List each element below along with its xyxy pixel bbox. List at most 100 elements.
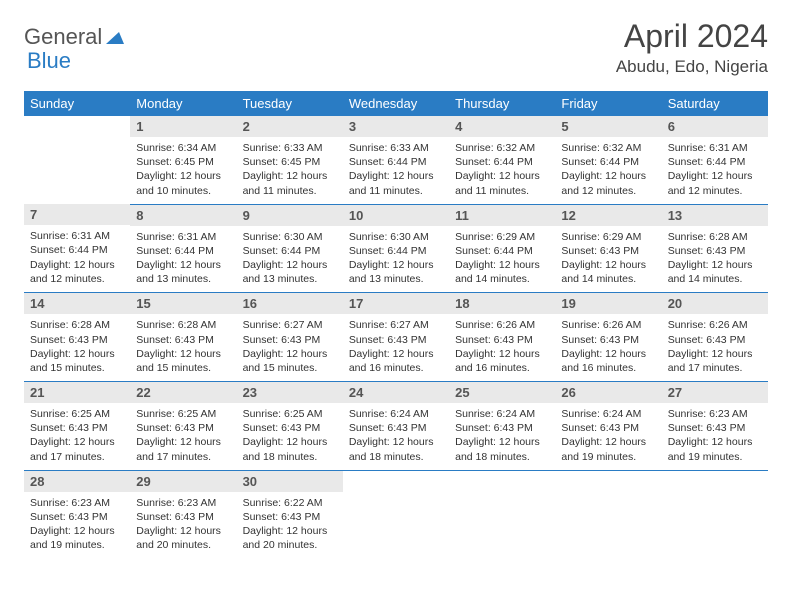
day-number: 6 bbox=[662, 116, 768, 137]
weekday-header: Friday bbox=[555, 91, 661, 116]
calendar-day-cell: 30Sunrise: 6:22 AMSunset: 6:43 PMDayligh… bbox=[237, 470, 343, 558]
day-number: 22 bbox=[130, 382, 236, 403]
day-details: Sunrise: 6:32 AMSunset: 6:44 PMDaylight:… bbox=[555, 137, 661, 204]
day-number: 3 bbox=[343, 116, 449, 137]
day-details: Sunrise: 6:25 AMSunset: 6:43 PMDaylight:… bbox=[24, 403, 130, 470]
calendar-week-row: 28Sunrise: 6:23 AMSunset: 6:43 PMDayligh… bbox=[24, 470, 768, 558]
day-details: Sunrise: 6:23 AMSunset: 6:43 PMDaylight:… bbox=[662, 403, 768, 470]
day-details: Sunrise: 6:28 AMSunset: 6:43 PMDaylight:… bbox=[130, 314, 236, 381]
day-details: Sunrise: 6:30 AMSunset: 6:44 PMDaylight:… bbox=[343, 226, 449, 293]
calendar-day-cell: 2Sunrise: 6:33 AMSunset: 6:45 PMDaylight… bbox=[237, 116, 343, 204]
day-details: Sunrise: 6:22 AMSunset: 6:43 PMDaylight:… bbox=[237, 492, 343, 559]
day-number: 8 bbox=[130, 205, 236, 226]
day-number: 11 bbox=[449, 205, 555, 226]
day-details: Sunrise: 6:25 AMSunset: 6:43 PMDaylight:… bbox=[237, 403, 343, 470]
calendar-day-cell bbox=[662, 470, 768, 558]
calendar-week-row: 14Sunrise: 6:28 AMSunset: 6:43 PMDayligh… bbox=[24, 293, 768, 382]
day-number: 10 bbox=[343, 205, 449, 226]
weekday-header: Sunday bbox=[24, 91, 130, 116]
calendar-day-cell: 12Sunrise: 6:29 AMSunset: 6:43 PMDayligh… bbox=[555, 204, 661, 293]
calendar-day-cell: 8Sunrise: 6:31 AMSunset: 6:44 PMDaylight… bbox=[130, 204, 236, 293]
header: General April 2024 Abudu, Edo, Nigeria bbox=[24, 18, 768, 77]
calendar-day-cell: 18Sunrise: 6:26 AMSunset: 6:43 PMDayligh… bbox=[449, 293, 555, 382]
weekday-header: Monday bbox=[130, 91, 236, 116]
day-number: 7 bbox=[24, 204, 130, 225]
calendar-week-row: 21Sunrise: 6:25 AMSunset: 6:43 PMDayligh… bbox=[24, 382, 768, 471]
day-number: 29 bbox=[130, 471, 236, 492]
calendar-table: SundayMondayTuesdayWednesdayThursdayFrid… bbox=[24, 91, 768, 558]
calendar-day-cell: 19Sunrise: 6:26 AMSunset: 6:43 PMDayligh… bbox=[555, 293, 661, 382]
location-text: Abudu, Edo, Nigeria bbox=[616, 57, 768, 77]
logo-triangle-icon bbox=[106, 30, 124, 44]
day-details: Sunrise: 6:31 AMSunset: 6:44 PMDaylight:… bbox=[24, 225, 130, 292]
calendar-week-row: 1Sunrise: 6:34 AMSunset: 6:45 PMDaylight… bbox=[24, 116, 768, 204]
day-details: Sunrise: 6:31 AMSunset: 6:44 PMDaylight:… bbox=[130, 226, 236, 293]
day-number: 21 bbox=[24, 382, 130, 403]
calendar-body: 1Sunrise: 6:34 AMSunset: 6:45 PMDaylight… bbox=[24, 116, 768, 558]
calendar-day-cell: 14Sunrise: 6:28 AMSunset: 6:43 PMDayligh… bbox=[24, 293, 130, 382]
day-number: 9 bbox=[237, 205, 343, 226]
calendar-day-cell: 15Sunrise: 6:28 AMSunset: 6:43 PMDayligh… bbox=[130, 293, 236, 382]
calendar-day-cell: 17Sunrise: 6:27 AMSunset: 6:43 PMDayligh… bbox=[343, 293, 449, 382]
day-number: 23 bbox=[237, 382, 343, 403]
day-details: Sunrise: 6:27 AMSunset: 6:43 PMDaylight:… bbox=[343, 314, 449, 381]
day-details: Sunrise: 6:33 AMSunset: 6:45 PMDaylight:… bbox=[237, 137, 343, 204]
calendar-day-cell: 28Sunrise: 6:23 AMSunset: 6:43 PMDayligh… bbox=[24, 470, 130, 558]
day-details: Sunrise: 6:24 AMSunset: 6:43 PMDaylight:… bbox=[449, 403, 555, 470]
calendar-day-cell: 1Sunrise: 6:34 AMSunset: 6:45 PMDaylight… bbox=[130, 116, 236, 204]
day-details: Sunrise: 6:34 AMSunset: 6:45 PMDaylight:… bbox=[130, 137, 236, 204]
calendar-day-cell: 3Sunrise: 6:33 AMSunset: 6:44 PMDaylight… bbox=[343, 116, 449, 204]
day-number: 27 bbox=[662, 382, 768, 403]
day-details: Sunrise: 6:26 AMSunset: 6:43 PMDaylight:… bbox=[662, 314, 768, 381]
calendar-day-cell: 22Sunrise: 6:25 AMSunset: 6:43 PMDayligh… bbox=[130, 382, 236, 471]
logo-text-blue: Blue bbox=[27, 48, 71, 73]
day-number: 5 bbox=[555, 116, 661, 137]
day-number: 15 bbox=[130, 293, 236, 314]
calendar-day-cell: 10Sunrise: 6:30 AMSunset: 6:44 PMDayligh… bbox=[343, 204, 449, 293]
logo-line2-wrap: Blue bbox=[27, 48, 71, 74]
day-details: Sunrise: 6:30 AMSunset: 6:44 PMDaylight:… bbox=[237, 226, 343, 293]
calendar-day-cell: 20Sunrise: 6:26 AMSunset: 6:43 PMDayligh… bbox=[662, 293, 768, 382]
weekday-header: Thursday bbox=[449, 91, 555, 116]
day-number: 19 bbox=[555, 293, 661, 314]
logo: General bbox=[24, 24, 124, 50]
day-details: Sunrise: 6:23 AMSunset: 6:43 PMDaylight:… bbox=[130, 492, 236, 559]
day-details: Sunrise: 6:26 AMSunset: 6:43 PMDaylight:… bbox=[449, 314, 555, 381]
day-details: Sunrise: 6:33 AMSunset: 6:44 PMDaylight:… bbox=[343, 137, 449, 204]
day-number: 12 bbox=[555, 205, 661, 226]
calendar-day-cell bbox=[555, 470, 661, 558]
day-details: Sunrise: 6:29 AMSunset: 6:44 PMDaylight:… bbox=[449, 226, 555, 293]
calendar-day-cell: 25Sunrise: 6:24 AMSunset: 6:43 PMDayligh… bbox=[449, 382, 555, 471]
day-number: 26 bbox=[555, 382, 661, 403]
calendar-day-cell: 21Sunrise: 6:25 AMSunset: 6:43 PMDayligh… bbox=[24, 382, 130, 471]
calendar-day-cell: 16Sunrise: 6:27 AMSunset: 6:43 PMDayligh… bbox=[237, 293, 343, 382]
calendar-day-cell: 13Sunrise: 6:28 AMSunset: 6:43 PMDayligh… bbox=[662, 204, 768, 293]
day-details: Sunrise: 6:27 AMSunset: 6:43 PMDaylight:… bbox=[237, 314, 343, 381]
day-number: 1 bbox=[130, 116, 236, 137]
calendar-day-cell: 4Sunrise: 6:32 AMSunset: 6:44 PMDaylight… bbox=[449, 116, 555, 204]
day-number: 30 bbox=[237, 471, 343, 492]
calendar-header-row: SundayMondayTuesdayWednesdayThursdayFrid… bbox=[24, 91, 768, 116]
calendar-day-cell: 24Sunrise: 6:24 AMSunset: 6:43 PMDayligh… bbox=[343, 382, 449, 471]
day-details: Sunrise: 6:28 AMSunset: 6:43 PMDaylight:… bbox=[24, 314, 130, 381]
day-details: Sunrise: 6:32 AMSunset: 6:44 PMDaylight:… bbox=[449, 137, 555, 204]
weekday-header: Saturday bbox=[662, 91, 768, 116]
calendar-week-row: 7Sunrise: 6:31 AMSunset: 6:44 PMDaylight… bbox=[24, 204, 768, 293]
calendar-day-cell: 6Sunrise: 6:31 AMSunset: 6:44 PMDaylight… bbox=[662, 116, 768, 204]
day-number: 13 bbox=[662, 205, 768, 226]
day-details: Sunrise: 6:24 AMSunset: 6:43 PMDaylight:… bbox=[555, 403, 661, 470]
day-number: 24 bbox=[343, 382, 449, 403]
day-details: Sunrise: 6:23 AMSunset: 6:43 PMDaylight:… bbox=[24, 492, 130, 559]
weekday-header: Wednesday bbox=[343, 91, 449, 116]
day-number: 20 bbox=[662, 293, 768, 314]
day-number: 25 bbox=[449, 382, 555, 403]
calendar-day-cell bbox=[449, 470, 555, 558]
month-title: April 2024 bbox=[616, 18, 768, 55]
calendar-day-cell: 23Sunrise: 6:25 AMSunset: 6:43 PMDayligh… bbox=[237, 382, 343, 471]
calendar-day-cell bbox=[343, 470, 449, 558]
calendar-day-cell: 7Sunrise: 6:31 AMSunset: 6:44 PMDaylight… bbox=[24, 204, 130, 293]
title-block: April 2024 Abudu, Edo, Nigeria bbox=[616, 18, 768, 77]
day-details: Sunrise: 6:31 AMSunset: 6:44 PMDaylight:… bbox=[662, 137, 768, 204]
calendar-day-cell: 9Sunrise: 6:30 AMSunset: 6:44 PMDaylight… bbox=[237, 204, 343, 293]
calendar-day-cell: 11Sunrise: 6:29 AMSunset: 6:44 PMDayligh… bbox=[449, 204, 555, 293]
